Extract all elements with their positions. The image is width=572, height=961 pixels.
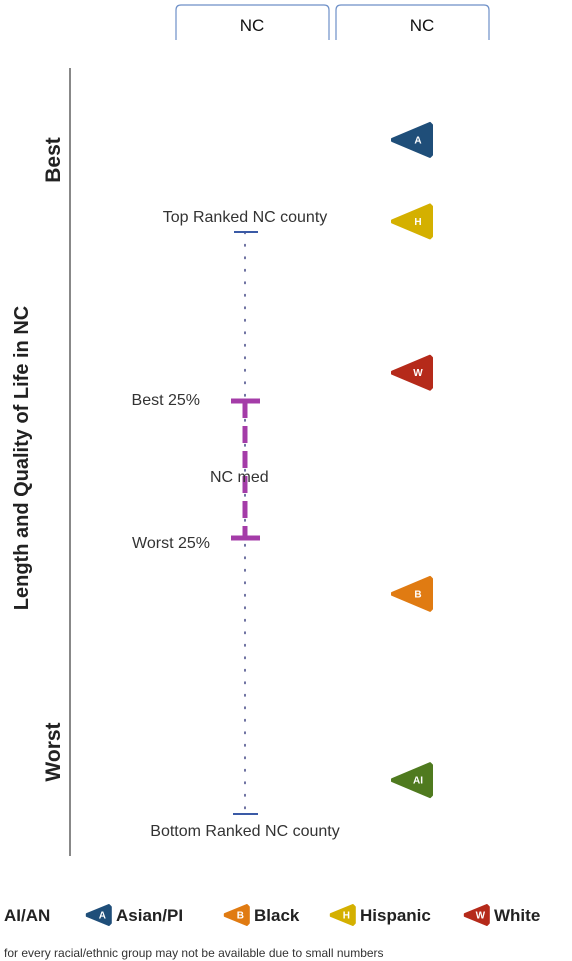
tab-label-2[interactable]: NC xyxy=(410,16,435,35)
marker-letter: B xyxy=(414,589,421,600)
legend-item-white: White xyxy=(494,906,540,925)
marker-letter: A xyxy=(414,135,421,146)
median-label: NC med xyxy=(210,469,269,486)
marker-white: W xyxy=(391,354,433,391)
marker-letter: W xyxy=(413,368,423,379)
marker-letter: H xyxy=(414,217,421,228)
marker-black-legend: B xyxy=(223,904,250,926)
marker-letter: AI xyxy=(413,776,423,787)
marker-black: B xyxy=(391,575,433,612)
y-axis-title: Length and Quality of Life in NC xyxy=(11,306,33,610)
best25-label: Best 25% xyxy=(132,392,200,409)
marker-letter: W xyxy=(476,911,486,922)
worst-label: Worst xyxy=(42,722,65,781)
tab-label-1[interactable]: NC xyxy=(240,16,265,35)
legend-label: Black xyxy=(254,906,300,925)
tab-frame-2 xyxy=(335,4,490,40)
worst25-label: Worst 25% xyxy=(132,535,210,552)
marker-ai-an: AI xyxy=(391,762,433,799)
footnote: n for every racial/ethnic group may not … xyxy=(0,946,384,960)
legend-item-asian-pi: Asian/PI xyxy=(116,906,183,925)
tab-frame-1 xyxy=(175,4,330,40)
marker-hispanic-legend: H xyxy=(329,904,356,926)
legend-label: AI/AN xyxy=(4,906,50,925)
marker-asian-pi: A xyxy=(391,121,433,158)
legend-item-ai-an: AI/AN xyxy=(4,906,50,925)
top-ranked-label: Top Ranked NC county xyxy=(163,209,328,226)
marker-hispanic: H xyxy=(391,203,433,240)
bottom-ranked-label: Bottom Ranked NC county xyxy=(150,823,339,840)
legend-item-hispanic: Hispanic xyxy=(360,906,431,925)
legend-item-black: Black xyxy=(254,906,300,925)
marker-letter: H xyxy=(343,911,350,922)
group-markers: A H W B AI xyxy=(391,121,433,799)
legend-label: Hispanic xyxy=(360,906,431,925)
legend-label: Asian/PI xyxy=(116,906,183,925)
marker-letter: A xyxy=(99,911,106,922)
marker-asian-pi-legend: A xyxy=(85,904,112,926)
legend-label: White xyxy=(494,906,540,925)
best-label: Best xyxy=(42,137,65,183)
legend: AI/AN Asian/PI A Black B Hispanic H White W xyxy=(4,904,540,926)
marker-letter: B xyxy=(237,911,244,922)
marker-white-legend: W xyxy=(463,904,490,926)
